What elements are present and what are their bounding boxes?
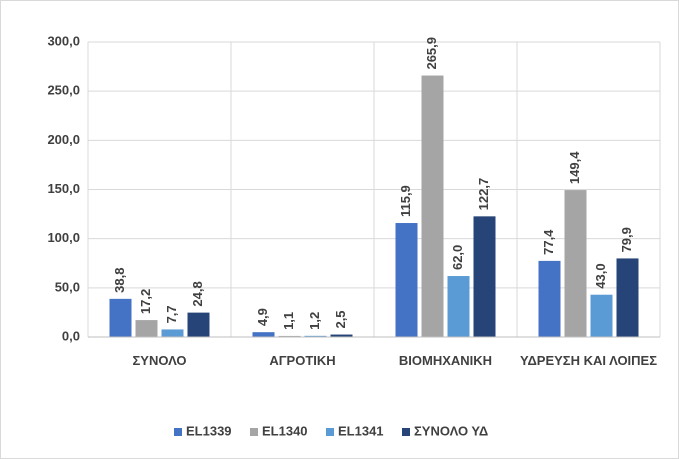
legend-label: ΣΥΝΟΛΟ ΥΔ xyxy=(414,423,488,438)
x-tick-label: ΣΥΝΟΛΟ xyxy=(132,353,187,368)
data-label: 265,9 xyxy=(424,37,439,70)
bar xyxy=(616,258,639,337)
bar xyxy=(161,329,184,337)
bar xyxy=(395,223,418,337)
y-tick-label: 200,0 xyxy=(47,132,80,147)
bar xyxy=(109,298,132,337)
bar xyxy=(278,335,301,337)
data-label: 24,8 xyxy=(190,281,205,306)
data-label: 1,2 xyxy=(307,312,322,330)
y-tick-label: 100,0 xyxy=(47,230,80,245)
y-tick-label: 0,0 xyxy=(62,328,80,343)
bar xyxy=(304,335,327,337)
bar xyxy=(330,334,353,337)
legend-swatch xyxy=(402,428,410,436)
y-tick-label: 250,0 xyxy=(47,83,80,98)
x-tick-label: ΒΙΟΜΗΧΑΝΙΚΗ xyxy=(398,353,493,368)
bar xyxy=(187,312,210,337)
data-label: 43,0 xyxy=(593,263,608,288)
data-label: 79,9 xyxy=(619,227,634,252)
data-label: 38,8 xyxy=(112,268,127,293)
data-label: 115,9 xyxy=(398,185,413,217)
data-label: 4,9 xyxy=(255,308,270,326)
data-label: 1,1 xyxy=(281,312,296,330)
bar xyxy=(421,75,444,337)
x-tick-label: ΥΔΡΕΥΣΗ ΚΑΙ ΛΟΙΠΕΣ xyxy=(519,353,658,368)
data-label: 17,2 xyxy=(138,289,153,314)
bar xyxy=(135,320,158,337)
bar xyxy=(473,216,496,337)
bar xyxy=(564,190,587,337)
data-label: 2,5 xyxy=(333,310,348,328)
bar xyxy=(590,294,613,337)
data-label: 62,0 xyxy=(450,245,465,270)
bar xyxy=(252,332,275,337)
data-label: 7,7 xyxy=(164,305,179,323)
bar xyxy=(447,276,470,337)
bar xyxy=(538,260,561,337)
y-tick-label: 150,0 xyxy=(47,181,80,196)
y-tick-label: 300,0 xyxy=(47,33,80,48)
legend-swatch xyxy=(174,428,182,436)
legend-swatch xyxy=(326,428,334,436)
legend-label: EL1340 xyxy=(262,423,308,438)
y-tick-label: 50,0 xyxy=(55,279,80,294)
legend-label: EL1339 xyxy=(186,423,232,438)
data-label: 77,4 xyxy=(541,229,556,255)
legend-swatch xyxy=(250,428,258,436)
data-label: 149,4 xyxy=(567,151,582,184)
legend-label: EL1341 xyxy=(338,423,384,438)
data-label: 122,7 xyxy=(476,178,491,211)
x-tick-label: ΑΓΡΟΤΙΚΗ xyxy=(269,353,336,368)
